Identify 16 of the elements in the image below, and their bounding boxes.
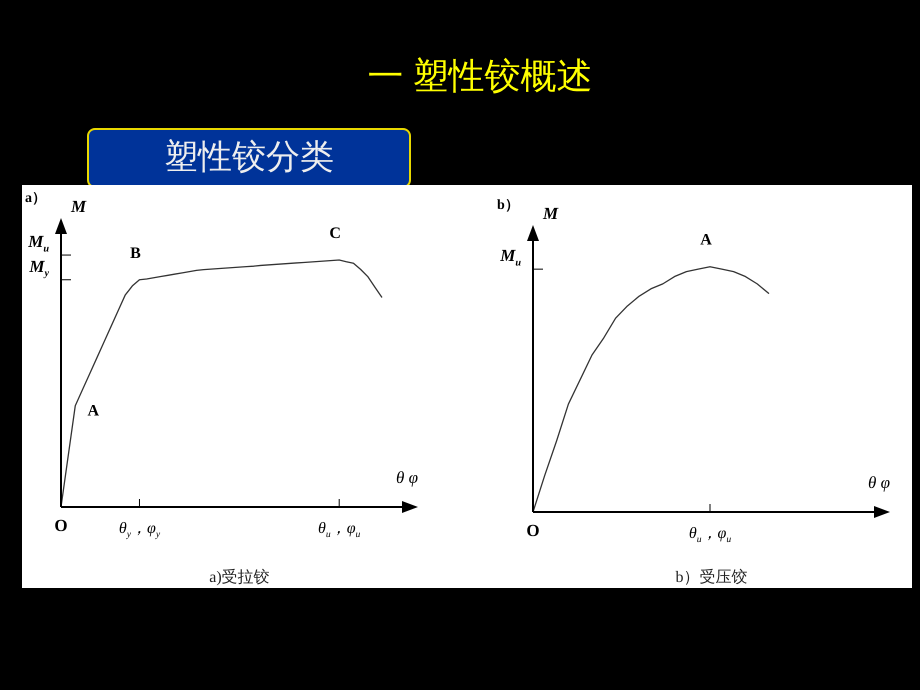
text: a)受拉铰 — [209, 568, 270, 586]
chart-title: b） — [497, 198, 519, 213]
x-tick-label: O — [526, 521, 540, 540]
x-tick-label: O — [54, 516, 68, 535]
text: 塑性铰分类 — [87, 128, 411, 188]
x-axis-title: θ φ — [868, 473, 890, 492]
x-axis-title: θ φ — [396, 468, 418, 487]
y-axis-title: M — [542, 204, 559, 223]
chart-title: a） — [25, 191, 46, 206]
text: b）受压饺 — [676, 568, 748, 586]
y-axis-title: M — [70, 197, 87, 216]
text: 一 塑性铰概述 — [366, 55, 594, 98]
annotation: C — [329, 224, 341, 242]
annotation: B — [130, 244, 142, 262]
annotation: A — [700, 232, 712, 249]
annotation: A — [87, 402, 100, 420]
